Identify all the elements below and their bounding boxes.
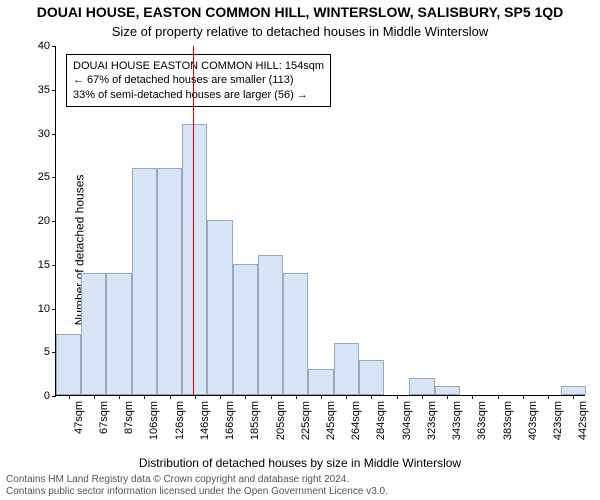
x-tick <box>472 395 473 399</box>
plot-area: DOUAI HOUSE EASTON COMMON HILL: 154sqm ←… <box>55 46 585 396</box>
annotation-box: DOUAI HOUSE EASTON COMMON HILL: 154sqm ←… <box>66 54 331 107</box>
x-tick-label: 225sqm <box>300 401 312 440</box>
x-tick <box>195 395 196 399</box>
annotation-line: ← 67% of detached houses are smaller (11… <box>73 73 324 87</box>
x-tick-label: 264sqm <box>350 401 362 440</box>
x-tick-label: 442sqm <box>577 401 589 440</box>
x-tick <box>548 395 549 399</box>
chart-title: DOUAI HOUSE, EASTON COMMON HILL, WINTERS… <box>0 4 600 20</box>
x-tick <box>346 395 347 399</box>
y-tick-label: 0 <box>44 390 56 402</box>
y-tick-label: 30 <box>38 128 56 140</box>
x-axis-label: Distribution of detached houses by size … <box>0 456 600 470</box>
y-tick-label: 20 <box>38 215 56 227</box>
x-tick <box>397 395 398 399</box>
histogram-bar <box>283 273 308 396</box>
y-tick-label: 40 <box>38 40 56 52</box>
x-tick-label: 166sqm <box>224 401 236 440</box>
x-tick <box>498 395 499 399</box>
x-tick <box>573 395 574 399</box>
x-tick <box>69 395 70 399</box>
x-tick <box>422 395 423 399</box>
x-tick-label: 67sqm <box>98 401 110 434</box>
x-tick-label: 87sqm <box>123 401 135 434</box>
histogram-bar <box>435 386 460 395</box>
marker-line <box>193 46 194 395</box>
x-tick <box>245 395 246 399</box>
x-tick <box>144 395 145 399</box>
histogram-bar <box>258 255 283 395</box>
x-tick-label: 126sqm <box>174 401 186 440</box>
x-tick <box>371 395 372 399</box>
histogram-bar <box>182 124 207 395</box>
x-tick-label: 423sqm <box>552 401 564 440</box>
x-tick <box>94 395 95 399</box>
histogram-bar <box>81 273 106 396</box>
x-tick-label: 205sqm <box>275 401 287 440</box>
x-tick-label: 146sqm <box>199 401 211 440</box>
annotation-line: DOUAI HOUSE EASTON COMMON HILL: 154sqm <box>73 59 324 73</box>
histogram-bar <box>308 369 333 395</box>
x-tick <box>296 395 297 399</box>
histogram-bar <box>207 220 232 395</box>
histogram-bar <box>334 343 359 396</box>
chart-container: DOUAI HOUSE, EASTON COMMON HILL, WINTERS… <box>0 0 600 500</box>
x-tick-label: 403sqm <box>527 401 539 440</box>
x-tick-label: 284sqm <box>375 401 387 440</box>
annotation-line: 33% of semi-detached houses are larger (… <box>73 88 324 102</box>
x-tick <box>321 395 322 399</box>
y-tick-label: 5 <box>44 346 56 358</box>
x-tick-label: 343sqm <box>451 401 463 440</box>
x-tick-label: 363sqm <box>476 401 488 440</box>
y-tick-label: 35 <box>38 84 56 96</box>
x-tick-label: 323sqm <box>426 401 438 440</box>
histogram-bar <box>157 168 182 396</box>
histogram-bar <box>409 378 434 396</box>
x-tick <box>271 395 272 399</box>
chart-subtitle: Size of property relative to detached ho… <box>0 24 600 39</box>
histogram-bar <box>56 334 81 395</box>
x-tick-label: 383sqm <box>502 401 514 440</box>
histogram-bar <box>106 273 131 396</box>
histogram-bar <box>359 360 384 395</box>
x-tick-label: 185sqm <box>249 401 261 440</box>
x-tick-label: 47sqm <box>73 401 85 434</box>
histogram-bar <box>132 168 157 396</box>
y-tick-label: 10 <box>38 303 56 315</box>
x-tick <box>447 395 448 399</box>
y-tick-label: 25 <box>38 171 56 183</box>
footer-line: Contains public sector information licen… <box>6 486 388 498</box>
x-tick <box>170 395 171 399</box>
histogram-bar <box>561 386 586 395</box>
footer-text: Contains HM Land Registry data © Crown c… <box>6 474 388 498</box>
footer-line: Contains HM Land Registry data © Crown c… <box>6 474 388 486</box>
x-tick-label: 106sqm <box>148 401 160 440</box>
y-tick-label: 15 <box>38 259 56 271</box>
x-tick <box>220 395 221 399</box>
x-tick-label: 245sqm <box>325 401 337 440</box>
x-tick-label: 304sqm <box>401 401 413 440</box>
histogram-bar <box>233 264 258 395</box>
x-tick <box>523 395 524 399</box>
x-tick <box>119 395 120 399</box>
